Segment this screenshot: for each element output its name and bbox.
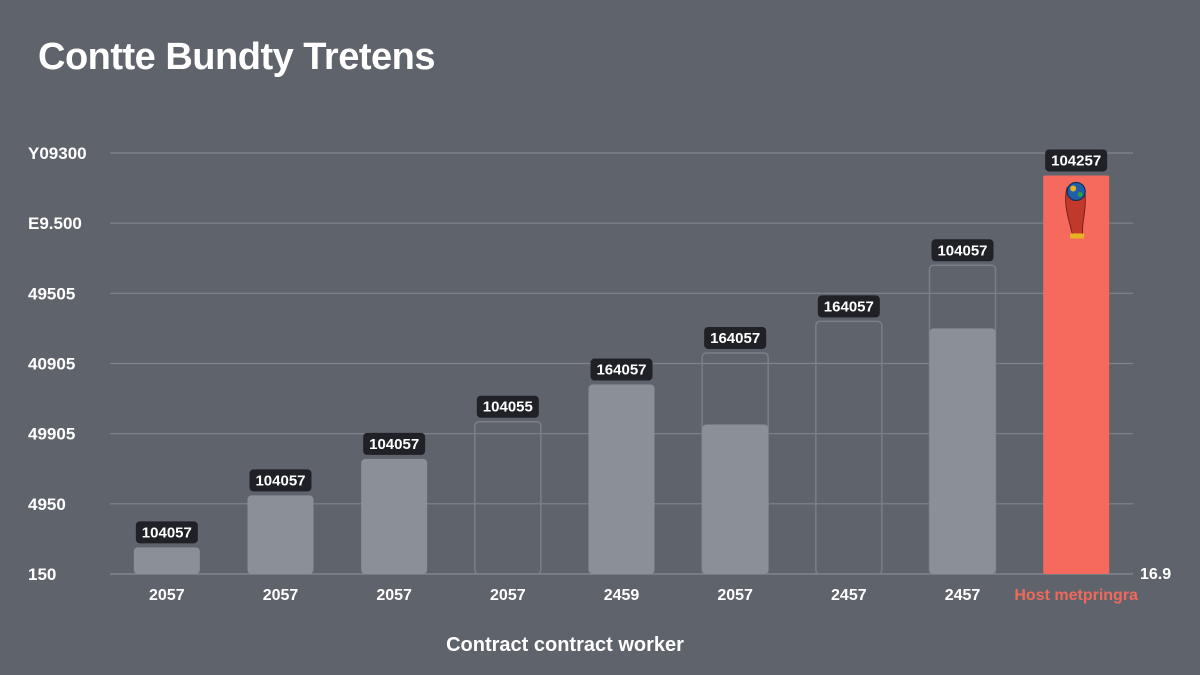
x-tick-label: 2057 — [263, 587, 299, 604]
x-tick-label: 2057 — [717, 587, 753, 604]
data-label: 104057 — [937, 242, 987, 259]
x-tick-label: 2057 — [490, 587, 526, 604]
bar — [588, 384, 655, 574]
data-label-box — [590, 358, 653, 381]
right-note: 16.9 — [1140, 566, 1171, 583]
data-label: 104257 — [1051, 152, 1101, 169]
emblem-icon — [1065, 181, 1086, 239]
data-label: 164057 — [824, 298, 874, 315]
data-label: 104057 — [142, 524, 192, 541]
y-tick-label: 4950 — [28, 495, 66, 514]
x-tick-label: 2057 — [149, 587, 185, 604]
bar-outline — [815, 320, 883, 575]
data-label-box — [817, 295, 880, 318]
data-label-box — [476, 395, 539, 418]
bars — [133, 175, 1110, 575]
data-label: 104057 — [255, 472, 305, 489]
chart-title: Contte Bundty Tretens — [38, 36, 435, 78]
y-axis: 150 4950 49905 40905 49505 E9.500 Y09300 — [28, 144, 87, 584]
bar — [247, 495, 314, 574]
x-tick-label: 2457 — [945, 587, 981, 604]
data-label-box — [249, 469, 312, 492]
x-tick-label: Host metpringra — [1014, 587, 1138, 604]
x-tick-label: 2459 — [604, 587, 640, 604]
data-label-box — [931, 239, 994, 262]
data-label-box — [363, 432, 426, 455]
data-label-box — [1045, 149, 1108, 172]
data-label: 164057 — [710, 330, 760, 347]
x-axis-label: Contract contract worker — [446, 634, 684, 656]
x-tick-label: 2057 — [376, 587, 412, 604]
y-tick-label: E9.500 — [28, 214, 82, 233]
data-labels: 104057 104057 104057 104055 164057 164057 1640… — [135, 149, 1108, 544]
y-tick-label: 49505 — [28, 284, 75, 303]
bar-highlight — [1043, 175, 1110, 574]
data-label: 104057 — [369, 436, 419, 453]
bar — [929, 328, 996, 574]
y-tick-label: Y09300 — [28, 144, 87, 163]
bar — [702, 424, 769, 574]
data-label: 164057 — [596, 362, 646, 379]
data-label-box — [704, 326, 767, 349]
bar — [361, 458, 428, 574]
data-label: 104055 — [483, 399, 533, 416]
y-tick-label: 40905 — [28, 355, 75, 374]
data-label-box — [135, 521, 198, 544]
y-tick-label: 150 — [28, 565, 56, 584]
x-axis: 2057 2057 2057 2057 2459 2057 2457 2457 Host met… — [149, 587, 1138, 604]
y-tick-label: 49905 — [28, 425, 75, 444]
bar-outline — [474, 420, 542, 575]
x-tick-label: 2457 — [831, 587, 867, 604]
bar — [133, 547, 200, 574]
